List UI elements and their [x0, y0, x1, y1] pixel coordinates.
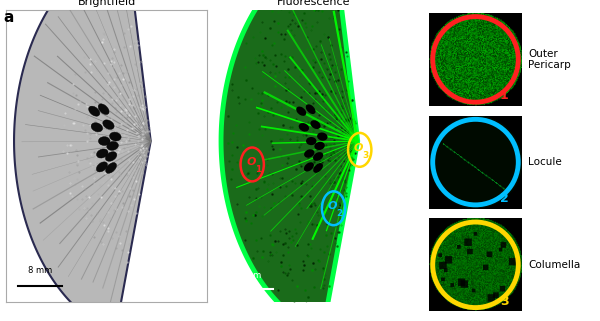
- Polygon shape: [221, 0, 358, 321]
- Text: 3: 3: [362, 151, 368, 160]
- Ellipse shape: [103, 120, 114, 129]
- Ellipse shape: [106, 163, 116, 173]
- Ellipse shape: [306, 137, 316, 145]
- Text: 3: 3: [500, 295, 509, 308]
- Ellipse shape: [299, 123, 309, 132]
- Ellipse shape: [310, 120, 320, 129]
- Ellipse shape: [304, 149, 314, 158]
- Text: O: O: [328, 201, 337, 211]
- Ellipse shape: [91, 123, 103, 132]
- Text: 8 mm: 8 mm: [28, 266, 52, 275]
- Ellipse shape: [97, 149, 108, 158]
- Ellipse shape: [304, 162, 314, 171]
- Ellipse shape: [317, 133, 328, 141]
- Text: 1: 1: [254, 165, 261, 174]
- Text: 1: 1: [500, 89, 509, 102]
- Ellipse shape: [313, 152, 323, 161]
- Text: Outer
Pericarp: Outer Pericarp: [528, 48, 571, 70]
- Text: 2: 2: [500, 192, 509, 205]
- Text: 8 mm: 8 mm: [237, 271, 262, 280]
- Ellipse shape: [97, 162, 107, 172]
- Ellipse shape: [98, 137, 110, 145]
- Title: Brightfield: Brightfield: [77, 0, 136, 7]
- Text: O: O: [247, 157, 256, 167]
- Text: 2: 2: [336, 209, 343, 218]
- Ellipse shape: [98, 104, 109, 115]
- Ellipse shape: [296, 107, 306, 116]
- Text: Locule: Locule: [528, 157, 562, 167]
- Ellipse shape: [110, 132, 121, 141]
- Ellipse shape: [313, 163, 323, 173]
- Text: O: O: [354, 143, 364, 152]
- Ellipse shape: [314, 142, 325, 150]
- Text: Columella: Columella: [528, 260, 580, 270]
- Ellipse shape: [107, 142, 118, 150]
- Ellipse shape: [106, 152, 117, 161]
- Polygon shape: [14, 0, 151, 321]
- Ellipse shape: [89, 106, 100, 116]
- Ellipse shape: [306, 104, 316, 114]
- Title: Fluorescence: Fluorescence: [277, 0, 350, 7]
- Text: a: a: [3, 10, 13, 25]
